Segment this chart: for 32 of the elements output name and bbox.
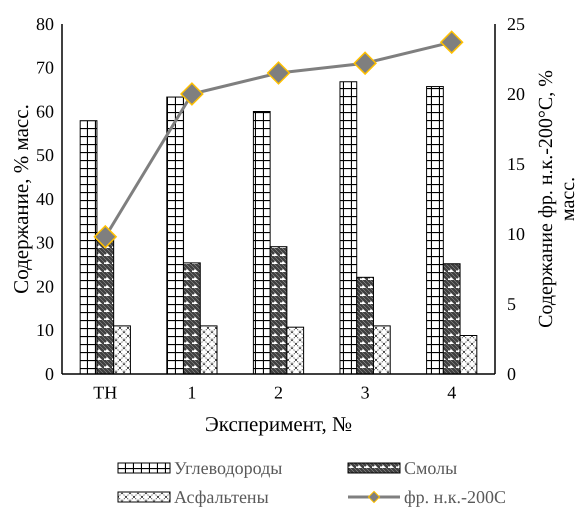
y-tick-label: 70 [36, 58, 54, 78]
y-tick-label: 60 [36, 101, 54, 122]
x-tick-label: 2 [274, 382, 283, 403]
y2-tick-label: 0 [507, 364, 516, 384]
point [180, 82, 204, 106]
x-tick-label: ТН [93, 382, 118, 403]
x-tick-label: 3 [360, 382, 370, 403]
y2-axis-title: Содержание фр. н.к.-200°С, % масс. [535, 70, 579, 328]
y-tick-label: 50 [36, 145, 54, 166]
point [354, 52, 377, 75]
point [94, 225, 117, 248]
x-tick-label: 4 [447, 382, 456, 403]
legend-label: Смолы [404, 458, 458, 478]
x-tick-label: 1 [187, 382, 196, 403]
y-tick-label: 0 [45, 364, 54, 384]
legend-label: Углеводороды [174, 458, 282, 478]
x-axis-title: Эксперимент, № [204, 412, 352, 436]
point [440, 30, 464, 54]
y-tick-label: 80 [36, 14, 54, 34]
y2-tick-label: 15 [507, 154, 525, 174]
y-tick-label: 20 [36, 276, 54, 296]
y-tick-label: 40 [36, 188, 54, 209]
y2-tick-label: 5 [507, 294, 516, 314]
point [266, 61, 290, 85]
y-axis-title: Содержание, % масс. [9, 104, 33, 294]
legend-label: Асфальтены [174, 487, 269, 507]
y2-tick-label: 25 [507, 14, 525, 34]
legend-label: фр. н.к.-200С [404, 487, 506, 507]
y2-tick-label: 20 [507, 84, 525, 104]
y-tick-label: 30 [36, 232, 54, 253]
y-tick-label: 10 [36, 320, 54, 340]
y2-tick-label: 10 [507, 224, 525, 244]
